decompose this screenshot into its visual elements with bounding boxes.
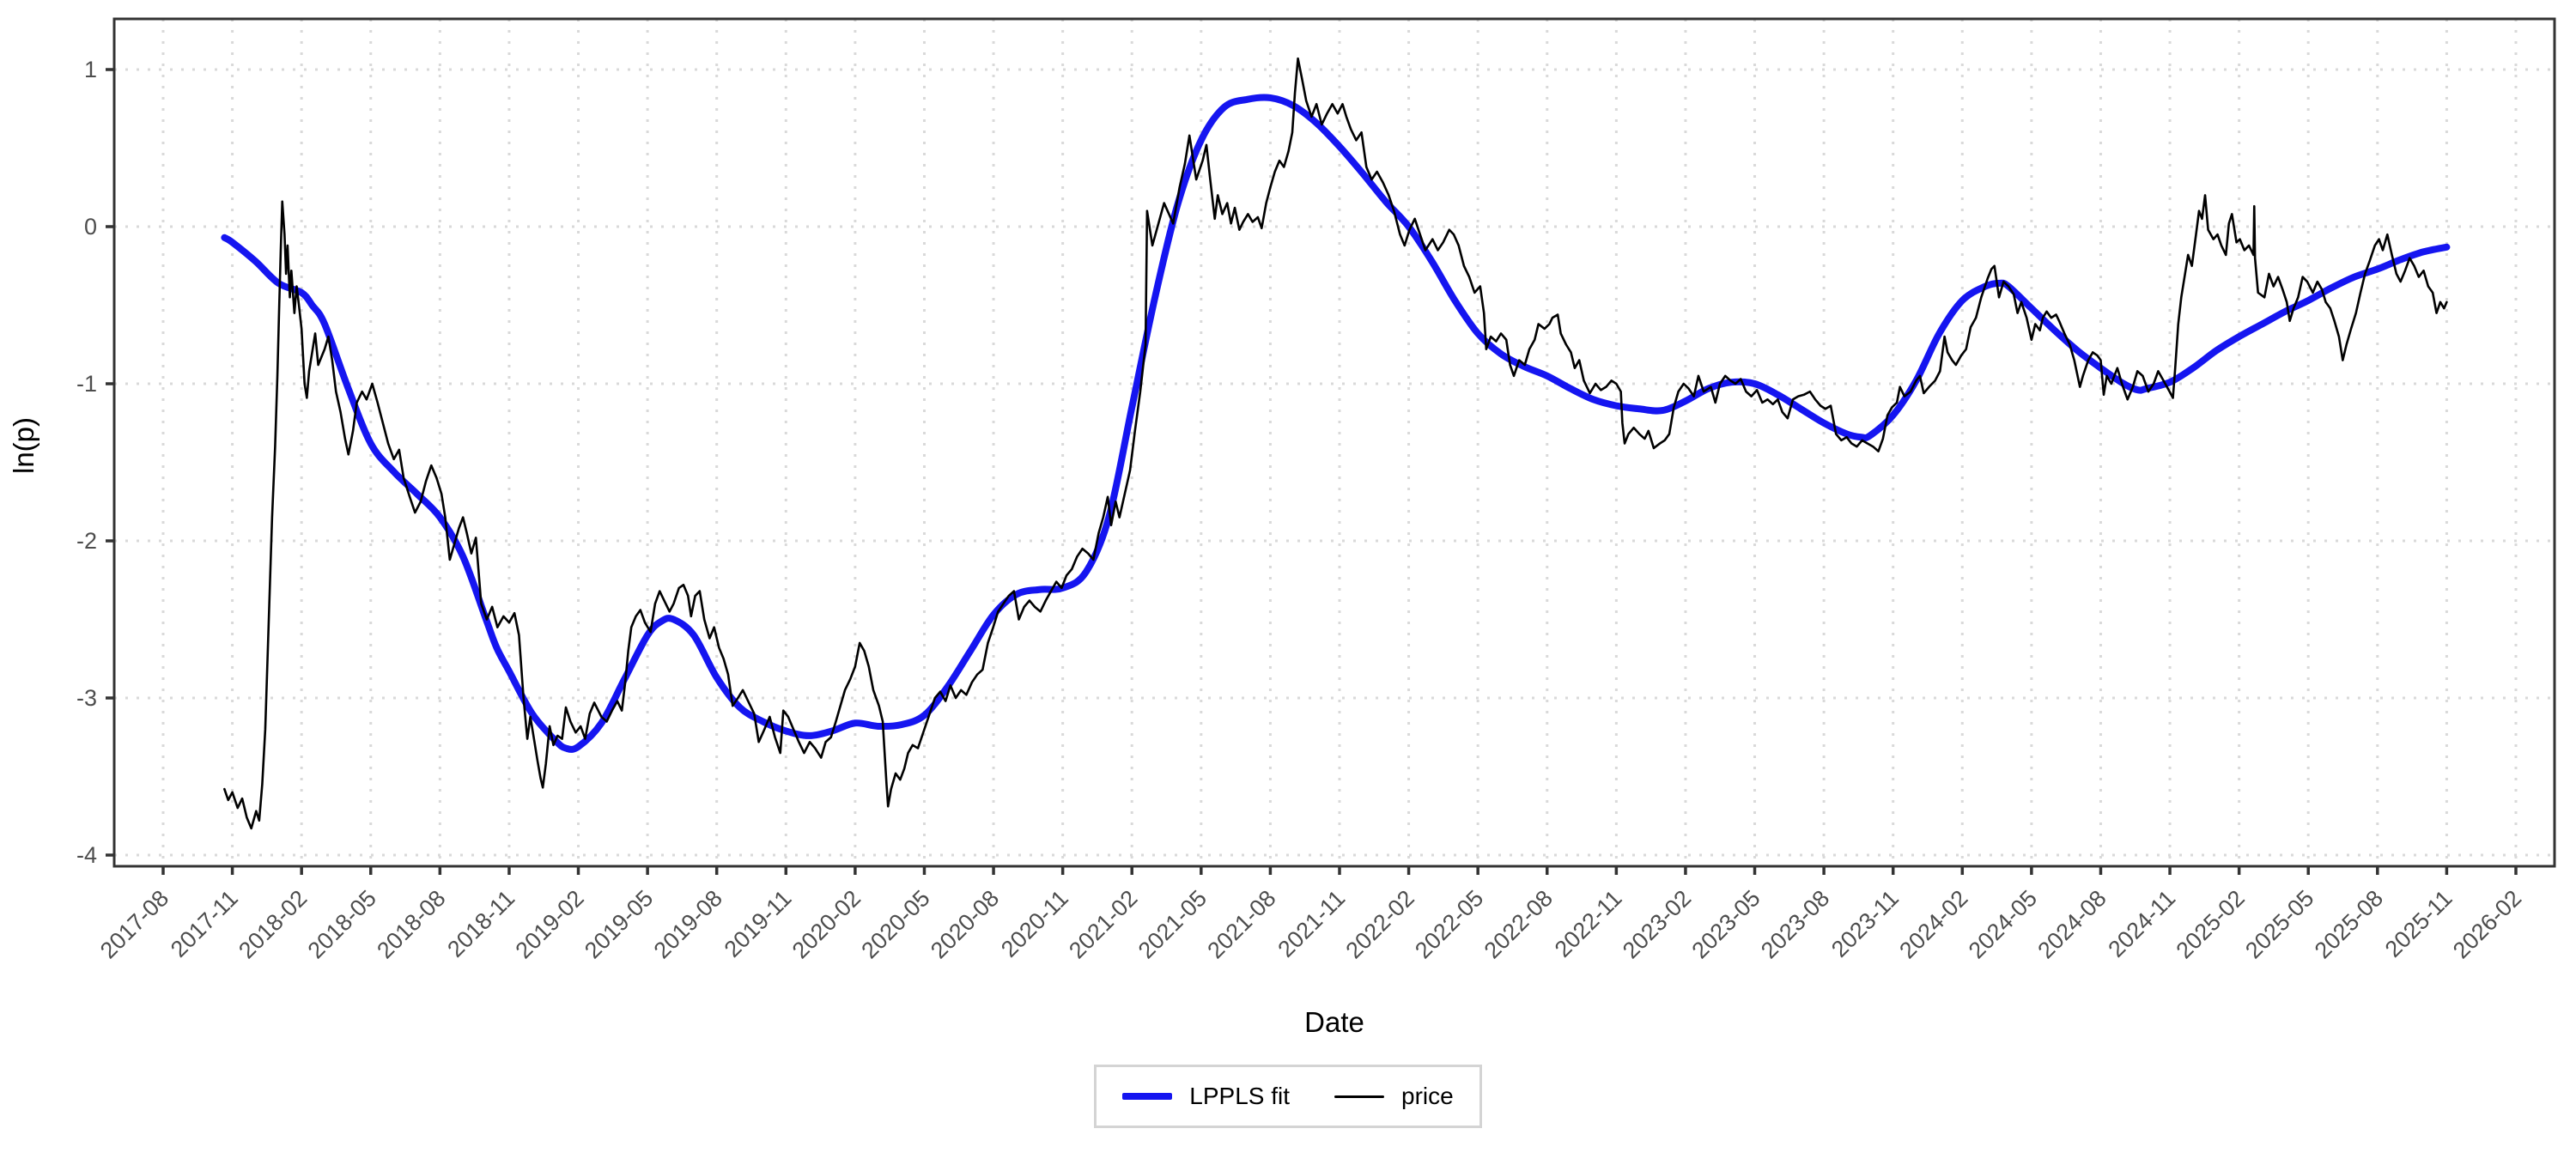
svg-text:2022-05: 2022-05 [1410, 885, 1488, 963]
svg-text:2019-08: 2019-08 [649, 885, 727, 963]
svg-text:2023-08: 2023-08 [1756, 885, 1834, 963]
svg-text:-4: -4 [76, 842, 97, 868]
svg-text:2022-11: 2022-11 [1550, 885, 1627, 962]
svg-text:2025-05: 2025-05 [2240, 885, 2318, 963]
legend-box: LPPLS fit price [1094, 1065, 1482, 1128]
svg-text:2020-05: 2020-05 [856, 885, 934, 963]
y-axis-tick-labels: 1 0 -1 -2 -3 -4 [76, 57, 97, 868]
svg-text:2025-08: 2025-08 [2310, 885, 2388, 963]
legend-label: price [1401, 1083, 1454, 1109]
svg-text:2021-11: 2021-11 [1273, 885, 1350, 962]
svg-text:2019-11: 2019-11 [720, 885, 797, 962]
legend: LPPLS fit price [0, 1065, 2576, 1128]
x-axis-title: Date [1304, 1006, 1364, 1038]
y-axis-title: ln(p) [8, 416, 39, 475]
price-line-swatch-icon [1334, 1095, 1385, 1098]
y-axis-ticks [106, 68, 114, 857]
svg-text:2018-08: 2018-08 [372, 885, 450, 963]
svg-text:1: 1 [84, 57, 97, 82]
svg-text:2024-08: 2024-08 [2032, 885, 2111, 963]
svg-text:2017-08: 2017-08 [95, 885, 173, 963]
svg-text:-2: -2 [76, 528, 97, 554]
svg-text:2020-02: 2020-02 [787, 885, 866, 963]
svg-text:2024-02: 2024-02 [1894, 885, 1972, 963]
svg-text:2018-02: 2018-02 [234, 885, 312, 963]
legend-item-lppls-fit: LPPLS fit [1122, 1083, 1290, 1110]
svg-text:0: 0 [84, 214, 97, 240]
svg-text:2025-02: 2025-02 [2172, 885, 2250, 963]
x-axis-ticks [161, 866, 2518, 875]
svg-text:2020-08: 2020-08 [926, 885, 1004, 963]
svg-text:2025-11: 2025-11 [2380, 885, 2458, 962]
legend-item-price: price [1334, 1083, 1454, 1110]
legend-label: LPPLS fit [1189, 1083, 1291, 1109]
svg-text:2018-11: 2018-11 [442, 885, 519, 962]
svg-text:2022-02: 2022-02 [1341, 885, 1419, 963]
svg-text:-3: -3 [76, 685, 97, 711]
svg-text:2021-02: 2021-02 [1064, 885, 1142, 963]
lppls-fit-line [221, 94, 2451, 753]
svg-text:-1: -1 [76, 371, 97, 397]
svg-text:2019-05: 2019-05 [580, 885, 658, 963]
svg-text:2023-11: 2023-11 [1826, 885, 1904, 962]
svg-text:2017-11: 2017-11 [166, 885, 243, 962]
svg-text:2021-08: 2021-08 [1202, 885, 1280, 963]
svg-text:2023-02: 2023-02 [1618, 885, 1696, 963]
grid-y [114, 68, 2555, 857]
svg-text:2018-05: 2018-05 [303, 885, 381, 963]
price-line [223, 57, 2448, 830]
svg-text:2020-11: 2020-11 [996, 885, 1073, 962]
svg-text:2019-02: 2019-02 [510, 885, 588, 963]
svg-text:2024-11: 2024-11 [2103, 885, 2180, 962]
svg-text:2024-05: 2024-05 [1964, 885, 2042, 963]
lppls-fit-line-swatch-icon [1122, 1093, 1173, 1100]
svg-text:2026-02: 2026-02 [2448, 885, 2526, 963]
svg-text:2022-08: 2022-08 [1479, 885, 1558, 963]
svg-text:2021-05: 2021-05 [1133, 885, 1212, 963]
svg-text:2023-05: 2023-05 [1686, 885, 1765, 963]
panel-border [112, 17, 2556, 868]
x-axis-tick-labels: 2017-082017-112018-022018-052018-082018-… [95, 885, 2526, 963]
